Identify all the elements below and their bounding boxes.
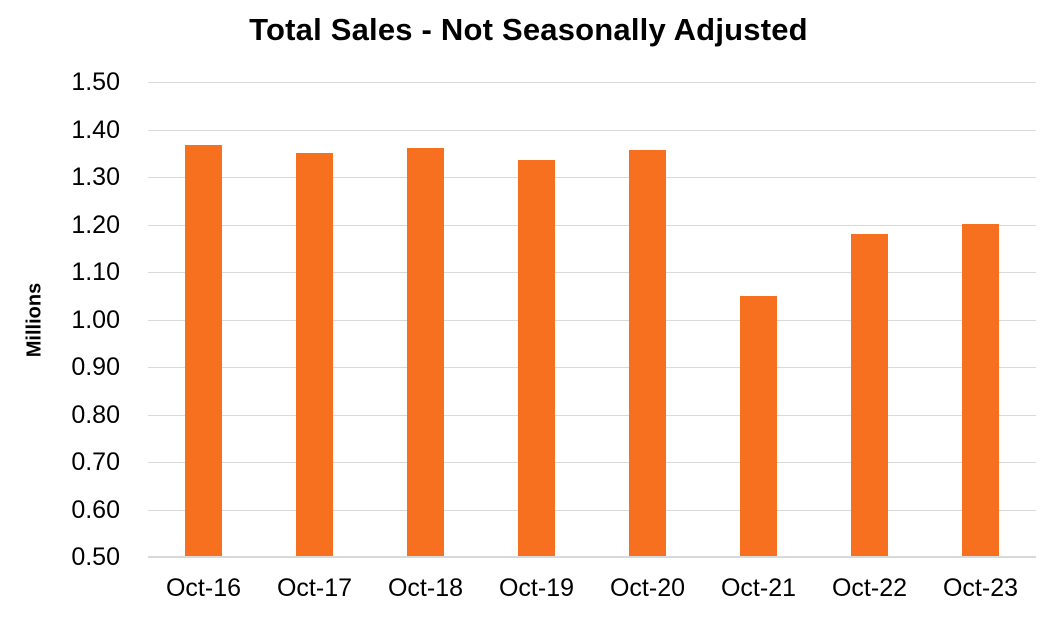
gridline (148, 319, 1036, 321)
gridline (148, 224, 1036, 226)
bar-Oct-21 (740, 296, 777, 557)
x-axis-line (148, 556, 1036, 558)
y-tick-label: 0.90 (71, 353, 120, 381)
bar-Oct-20 (629, 149, 666, 557)
y-tick-label: 0.80 (71, 400, 120, 429)
x-tick-label-Oct-23: Oct-23 (942, 574, 1019, 602)
gridline (148, 509, 1036, 511)
x-tick-label-Oct-16: Oct-16 (165, 574, 242, 602)
y-tick-label: 0.60 (71, 495, 120, 524)
gridline (148, 272, 1036, 273)
bar-Oct-18 (407, 147, 444, 557)
plot-area (148, 82, 1036, 558)
gridline (148, 462, 1036, 463)
y-tick-label: 1.10 (71, 258, 120, 286)
y-tick-label: 1.30 (71, 163, 120, 191)
bar-Oct-16 (185, 145, 222, 557)
y-tick-label: 0.50 (71, 543, 120, 571)
x-tick-label-Oct-21: Oct-21 (720, 574, 797, 602)
gridline (148, 367, 1036, 368)
bar-Oct-17 (296, 153, 333, 557)
y-tick-label: 1.00 (71, 305, 120, 334)
x-tick-label-Oct-18: Oct-18 (387, 574, 464, 602)
gridline (148, 177, 1036, 178)
x-tick-label-Oct-20: Oct-20 (609, 574, 686, 602)
gridline (148, 129, 1036, 131)
chart-title: Total Sales - Not Seasonally Adjusted (249, 12, 808, 47)
bar-Oct-22 (851, 233, 888, 557)
bar-Oct-23 (962, 224, 999, 557)
y-tick-label: 0.70 (71, 448, 120, 476)
y-tick-label: 1.20 (71, 210, 120, 239)
gridline (148, 82, 1036, 83)
x-tick-label-Oct-19: Oct-19 (498, 574, 575, 602)
y-tick-label: 1.50 (71, 68, 120, 96)
x-tick-label-Oct-22: Oct-22 (831, 574, 908, 602)
x-tick-label-Oct-17: Oct-17 (276, 574, 353, 602)
gridline (148, 414, 1036, 416)
bar-Oct-19 (518, 160, 555, 557)
y-tick-label: 1.40 (71, 115, 120, 144)
